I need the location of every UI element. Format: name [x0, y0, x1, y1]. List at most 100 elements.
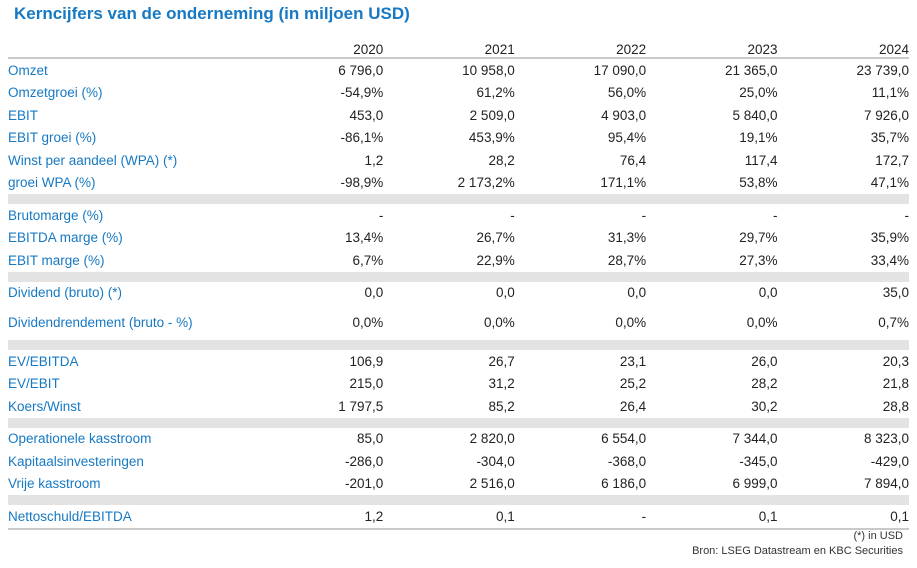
- row-label: Dividend (bruto) (*): [8, 285, 123, 301]
- cell-2021: 10 958,0: [462, 62, 515, 78]
- cell-2020: 0,0: [364, 285, 384, 301]
- cell-2021: 26,7: [488, 353, 515, 369]
- cell-2024: 11,1%: [871, 85, 909, 101]
- table-row: EBIT 453,0 2 509,0 4 903,0 5 840,0 7 926,0: [8, 104, 909, 127]
- cell-2022: 17 090,0: [593, 62, 647, 78]
- cell-2024: 0,7%: [878, 314, 909, 330]
- cell-2020: -54,9%: [340, 85, 384, 101]
- cell-2024: 33,4%: [870, 252, 909, 268]
- cell-2020: 85,0: [357, 431, 384, 447]
- group-separator: [8, 340, 909, 350]
- cell-2022: 95,4%: [607, 130, 647, 146]
- table-row: EBITDA marge (%) 13,4% 26,7% 31,3% 29,7% 35,9…: [8, 227, 909, 250]
- table-row: Omzetgroei (%) -54,9% 61,2% 56,0% 25,0% 11,1%: [8, 82, 909, 105]
- table-row: groei WPA (%) -98,9% 2 173,2% 171,1% 53,8% 47…: [8, 172, 909, 195]
- header-label-cell: [8, 32, 252, 59]
- row-label: EBITDA marge (%): [8, 230, 123, 246]
- cell-2021: 2 820,0: [469, 431, 515, 447]
- cell-2020: -201,0: [345, 476, 384, 492]
- cell-2022: -: [514, 505, 647, 530]
- cell-2024: 172,7: [875, 152, 909, 168]
- cell-2024: 20,3: [882, 353, 909, 369]
- cell-2020: 0,0%: [352, 314, 384, 330]
- separator-bar: [8, 194, 909, 204]
- cell-2022: 0,0: [627, 285, 647, 301]
- cell-2020: 13,4%: [345, 230, 384, 246]
- cell-2020: 1 797,5: [338, 398, 384, 414]
- separator-bar: [8, 417, 909, 428]
- cell-2021: 61,2%: [476, 85, 515, 101]
- row-label: Omzet: [8, 62, 48, 78]
- group-separator: [8, 271, 909, 282]
- row-label: Koers/Winst: [8, 398, 81, 414]
- cell-2020: 6,7%: [352, 252, 384, 268]
- cell-2021: 0,0%: [483, 314, 515, 330]
- row-label: groei WPA (%): [8, 175, 96, 191]
- row-label: Winst per aandeel (WPA) (*): [8, 152, 178, 168]
- header-year-2024: 2024: [777, 32, 909, 59]
- cell-2021: 2 509,0: [469, 107, 515, 123]
- cell-2023: 25,0%: [739, 85, 778, 101]
- group-separator: [8, 194, 909, 204]
- cell-2022: 31,3%: [607, 230, 647, 246]
- cell-2021: 28,2: [488, 152, 515, 168]
- cell-2020: 453,0: [349, 107, 384, 123]
- cell-2021: 22,9%: [476, 252, 515, 268]
- cell-2021: -: [510, 207, 515, 223]
- table-row: Omzet 6 796,0 10 958,0 17 090,0 21 365,0 23 7…: [8, 58, 909, 82]
- row-label: Dividendrendement (bruto - %): [8, 314, 193, 330]
- row-label: Omzetgroei (%): [8, 85, 103, 101]
- cell-2021: 2 516,0: [469, 476, 515, 492]
- row-label: Kapitaalsinvesteringen: [8, 453, 144, 469]
- cell-2020: 6 796,0: [338, 62, 384, 78]
- cell-2023: 0,0%: [746, 314, 778, 330]
- table-row: Brutomarge (%) - - - - -: [8, 204, 909, 227]
- cell-2022: 26,4: [619, 398, 647, 414]
- cell-2022: -368,0: [607, 453, 647, 469]
- table-row: EBIT marge (%) 6,7% 22,9% 28,7% 27,3% 33,4%: [8, 249, 909, 272]
- cell-2022: 23,1: [619, 353, 647, 369]
- table-row: Kapitaalsinvesteringen -286,0 -304,0 -368,0…: [8, 450, 909, 473]
- table-row: EV/EBITDA 106,9 26,7 23,1 26,0 20,3: [8, 350, 909, 373]
- table-row: Koers/Winst 1 797,5 85,2 26,4 30,2 28,8: [8, 395, 909, 418]
- cell-2024: 21,8: [882, 376, 909, 392]
- cell-2021: 85,2: [488, 398, 515, 414]
- cell-2021: -304,0: [476, 453, 515, 469]
- cell-2024: 0,1: [777, 505, 909, 530]
- cell-2022: -: [641, 207, 647, 223]
- cell-2024: 8 323,0: [863, 431, 909, 447]
- cell-2023: 53,8%: [739, 175, 778, 191]
- cell-2022: 56,0%: [607, 85, 647, 101]
- cell-2024: 7 894,0: [863, 476, 909, 492]
- cell-2021: 26,7%: [476, 230, 515, 246]
- cell-2023: 27,3%: [739, 252, 778, 268]
- cell-2020: -86,1%: [340, 130, 384, 146]
- cell-2021: 0,1: [383, 505, 515, 530]
- cell-2020: -: [378, 207, 384, 223]
- cell-2024: 35,9%: [870, 230, 909, 246]
- cell-2024: 35,0: [882, 285, 909, 301]
- cell-2021: 453,9%: [468, 130, 515, 146]
- separator-bar: [8, 271, 909, 282]
- cell-2023: -345,0: [739, 453, 778, 469]
- footnote: (*) in USD: [853, 530, 903, 542]
- row-label: EV/EBIT: [8, 376, 60, 392]
- cell-2024: 23 739,0: [856, 62, 909, 78]
- cell-2023: 21 365,0: [724, 62, 778, 78]
- cell-2023: 29,7%: [739, 230, 778, 246]
- cell-2020: 215,0: [349, 376, 384, 392]
- cell-2024: 7 926,0: [863, 107, 909, 123]
- cell-2022: 76,4: [619, 152, 647, 168]
- table-row: Operationele kasstroom 85,0 2 820,0 6 554,0…: [8, 428, 909, 451]
- separator-bar: [8, 495, 909, 505]
- cell-2022: 6 554,0: [601, 431, 647, 447]
- cell-2023: -: [773, 207, 778, 223]
- row-label: EV/EBITDA: [8, 353, 79, 369]
- table-row: Vrije kasstroom -201,0 2 516,0 6 186,0 6 999…: [8, 473, 909, 496]
- header-year-2020: 2020: [251, 32, 384, 59]
- table-row: EBIT groei (%) -86,1% 453,9% 95,4% 19,1% 35,7…: [8, 127, 909, 150]
- cell-2022: 4 903,0: [601, 107, 647, 123]
- table-row: Dividendrendement (bruto - %) 0,0% 0,0% 0,0…: [8, 304, 909, 340]
- cell-2020: 1,2: [364, 152, 384, 168]
- table-title: Kerncijfers van de onderneming (in miljo…: [14, 4, 410, 23]
